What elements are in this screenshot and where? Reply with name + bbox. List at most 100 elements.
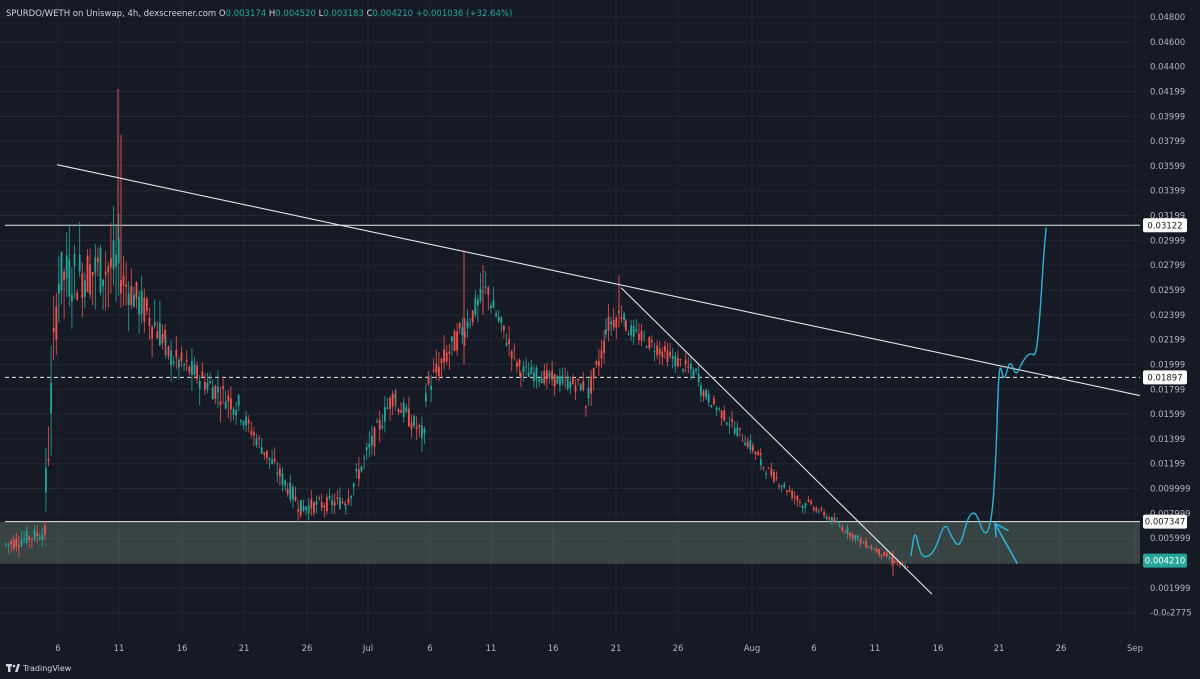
candle-body	[585, 405, 587, 408]
candle-body	[172, 361, 175, 364]
candle-body	[425, 393, 427, 402]
candle-body	[612, 320, 615, 328]
candle-body	[55, 306, 58, 340]
candle-body	[104, 271, 107, 276]
x-tick-label: 26	[1056, 644, 1067, 654]
candle-body	[598, 361, 600, 367]
candle-body	[757, 451, 759, 456]
candle-body	[25, 530, 28, 544]
candle-body	[339, 497, 341, 509]
candle-body	[140, 291, 143, 314]
candle-body	[469, 323, 471, 325]
candle-body	[904, 565, 906, 567]
trendline-short-downtrend[interactable]	[620, 287, 933, 595]
y-tick-label: 0.03999	[1150, 112, 1185, 122]
candle-body	[669, 352, 671, 356]
candle-body	[495, 313, 497, 316]
candle-body	[497, 317, 500, 321]
candle-body	[185, 359, 188, 362]
candle-body	[445, 352, 448, 362]
candle-body	[466, 320, 469, 329]
candle-body	[825, 516, 828, 519]
candle-body	[831, 517, 833, 523]
trendlines[interactable]	[56, 164, 1141, 595]
candle-body	[896, 561, 899, 563]
candle-body	[397, 409, 400, 413]
y-tick-label: 0.001999	[1150, 584, 1191, 594]
candle-body	[408, 408, 410, 427]
candle-body	[405, 407, 408, 412]
candle-body	[525, 366, 527, 368]
candle-body	[344, 503, 346, 505]
candle-body	[788, 489, 791, 492]
candle-body	[443, 349, 445, 363]
y-tick-label: 0.01399	[1150, 435, 1185, 445]
projection-path[interactable]	[910, 227, 1047, 558]
candle-body	[120, 279, 122, 294]
candle-body	[569, 381, 572, 389]
candle-body	[175, 349, 178, 357]
candle-body	[572, 377, 574, 385]
candle-body	[577, 378, 579, 381]
candle-body	[873, 548, 875, 550]
price-badge-text: 0.01897	[1147, 373, 1182, 383]
candle-body	[201, 371, 204, 377]
candle-body	[127, 293, 130, 306]
x-tick-label: 16	[933, 644, 944, 654]
y-tick-label: 0.04199	[1150, 87, 1185, 97]
candle-body	[102, 279, 104, 287]
tradingview-logo-icon	[6, 664, 20, 672]
candle-body	[807, 499, 810, 502]
y-tick-label: 0.04400	[1150, 63, 1185, 73]
candle-body	[556, 376, 559, 384]
candle-body	[886, 553, 888, 557]
candle-body	[326, 497, 328, 512]
candle-body	[901, 563, 904, 565]
candle-body	[135, 282, 138, 299]
y-tick-label: 0.04600	[1150, 38, 1185, 48]
candle-body	[490, 305, 492, 308]
candle-body	[198, 381, 201, 389]
candle-body	[799, 501, 801, 503]
candle-body	[58, 283, 60, 294]
candle-body	[222, 386, 224, 389]
candle-body	[844, 531, 846, 533]
candle-body	[224, 401, 227, 409]
price-badge	[1143, 553, 1187, 568]
time-axis[interactable]: 6 11 16 21 26 Jul 6 11 16 21 26 Aug 6 11 16 21 26 Sep	[55, 644, 1143, 654]
candle-body	[167, 346, 170, 357]
brand-name: TradingView	[23, 663, 72, 673]
trendline-long-downtrend[interactable]	[56, 164, 1141, 397]
projection-drawing[interactable]	[910, 227, 1047, 564]
candle-body	[592, 368, 595, 379]
candle-body	[97, 257, 99, 263]
candle-body	[841, 527, 844, 531]
y-tick-label: 0.03599	[1150, 162, 1185, 172]
price-axis[interactable]: 0.04800 0.04600 0.04400 0.04199 0.03999 0.037…	[1150, 13, 1192, 619]
candle-body	[255, 438, 258, 446]
candle-body	[875, 549, 878, 552]
candle-body	[94, 257, 97, 274]
candle-body	[448, 351, 451, 354]
candle-body	[535, 367, 538, 380]
high-value: 0.004520	[275, 9, 316, 19]
candle-body	[378, 419, 381, 430]
candle-body	[292, 487, 294, 500]
candle-body	[421, 425, 423, 439]
candle-body	[765, 473, 767, 475]
candle-body	[603, 340, 605, 354]
candle-body	[522, 366, 525, 372]
candle-body	[153, 322, 156, 326]
candle-body	[731, 418, 733, 422]
candle-body	[713, 398, 715, 404]
price-badge-text: 0.007347	[1145, 518, 1186, 528]
candle-body	[115, 254, 117, 267]
tradingview-brand[interactable]: TradingView	[6, 663, 71, 673]
price-badge	[1143, 370, 1187, 385]
candle-body	[302, 505, 305, 512]
candle-body	[684, 359, 687, 365]
candle-body	[705, 390, 707, 398]
candle-body	[477, 299, 479, 306]
candle-body	[862, 542, 865, 544]
